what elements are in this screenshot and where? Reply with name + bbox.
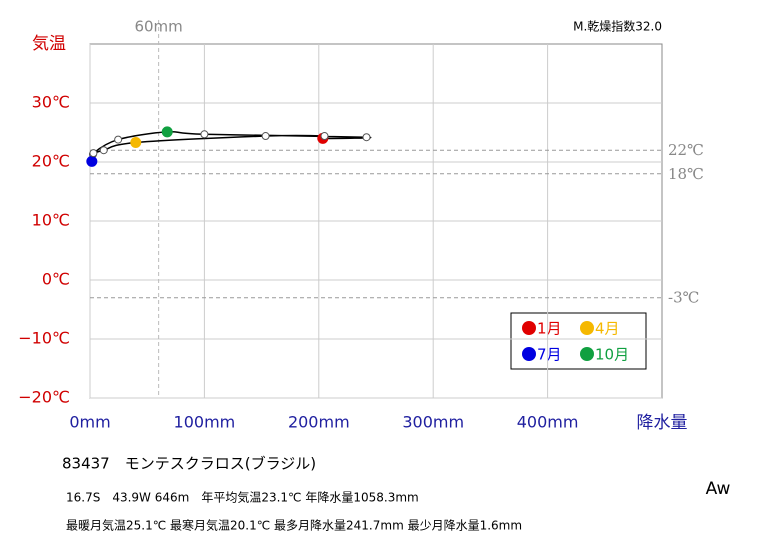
month-point (130, 137, 142, 149)
reference-label: -3℃ (668, 289, 699, 307)
info: 16.7S 43.9W 646m 年平均気温23.1℃ 年降水量1058.3mm (66, 490, 419, 505)
legend-label: 1月 (537, 320, 562, 338)
x-tick-label: 100mm (174, 413, 236, 432)
month-point (320, 132, 329, 141)
x-tick-label: 300mm (402, 413, 464, 432)
legend-label: 4月 (595, 320, 620, 338)
y-tick-label: 0℃ (42, 270, 70, 289)
legend-marker (522, 347, 536, 361)
info: 最暖月気温25.1℃ 最寒月気温20.1℃ 最多月降水量241.7mm 最少月降… (66, 518, 522, 533)
month-point (161, 126, 173, 138)
dryness-index: M.乾燥指数32.0 (573, 19, 662, 34)
month-point (200, 130, 209, 139)
x-tick-label: 0mm (69, 413, 110, 432)
legend-marker (522, 321, 536, 335)
y-tick-label: 30℃ (32, 93, 70, 112)
y-tick-label: −20℃ (18, 388, 70, 407)
reference-label: 60mm (134, 18, 182, 36)
x-tick-label: 200mm (288, 413, 350, 432)
y-tick-label: −10℃ (18, 329, 70, 348)
month-point (89, 149, 98, 158)
x-axis-label: 降水量 (637, 413, 688, 433)
legend: 1月 4月 7月 10月 (510, 312, 647, 370)
legend-marker (580, 321, 594, 335)
station: 83437 モンテスクラロス(ブラジル) (62, 455, 316, 473)
y-tick-label: 10℃ (32, 211, 70, 230)
climate-type: Aw (706, 479, 731, 499)
x-tick-label: 400mm (517, 413, 579, 432)
legend-label: 10月 (595, 346, 629, 364)
y-axis-label: 気温 (32, 34, 66, 54)
legend-box (510, 312, 647, 370)
month-point (114, 135, 123, 144)
reference-label: 18℃ (668, 165, 704, 183)
month-point (261, 132, 270, 141)
month-point (86, 155, 98, 167)
legend-label: 7月 (537, 346, 562, 364)
month-point (99, 146, 108, 155)
y-tick-label: 20℃ (32, 152, 70, 171)
month-point (362, 133, 371, 142)
legend-marker (580, 347, 594, 361)
reference-label: 22℃ (668, 141, 704, 159)
